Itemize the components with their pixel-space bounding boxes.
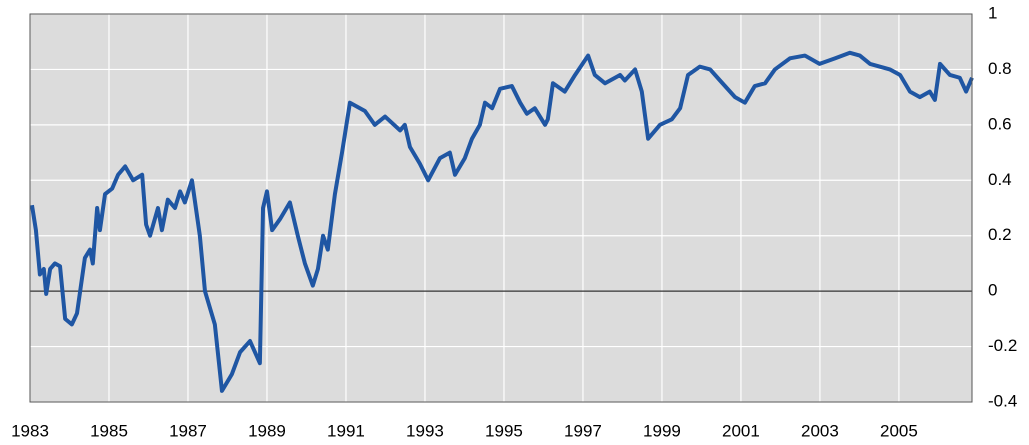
x-tick-label: 1983 <box>11 421 49 440</box>
y-tick-label: 0 <box>988 281 997 300</box>
y-tick-label: 1 <box>988 3 997 22</box>
x-tick-label: 2001 <box>722 421 760 440</box>
x-tick-label: 2003 <box>801 421 839 440</box>
plot-area <box>30 14 972 402</box>
x-tick-label: 1995 <box>485 421 523 440</box>
x-tick-label: 1999 <box>643 421 681 440</box>
x-tick-label: 1993 <box>406 421 444 440</box>
series-line <box>29 50 974 393</box>
x-tick-label: 1987 <box>169 421 207 440</box>
y-tick-label: 0.4 <box>988 170 1012 189</box>
y-tick-label: 0.6 <box>988 114 1012 133</box>
y-tick-label: 0.8 <box>988 59 1012 78</box>
plot-frame <box>29 13 973 403</box>
y-tick-label: -0.4 <box>988 391 1017 410</box>
x-tick-label: 1989 <box>248 421 286 440</box>
x-tick-label: 1991 <box>327 421 365 440</box>
y-tick-label: -0.2 <box>988 336 1017 355</box>
x-tick-label: 2005 <box>880 421 918 440</box>
x-tick-label: 1997 <box>564 421 602 440</box>
y-tick-label: 0.2 <box>988 225 1012 244</box>
x-tick-label: 1985 <box>90 421 128 440</box>
